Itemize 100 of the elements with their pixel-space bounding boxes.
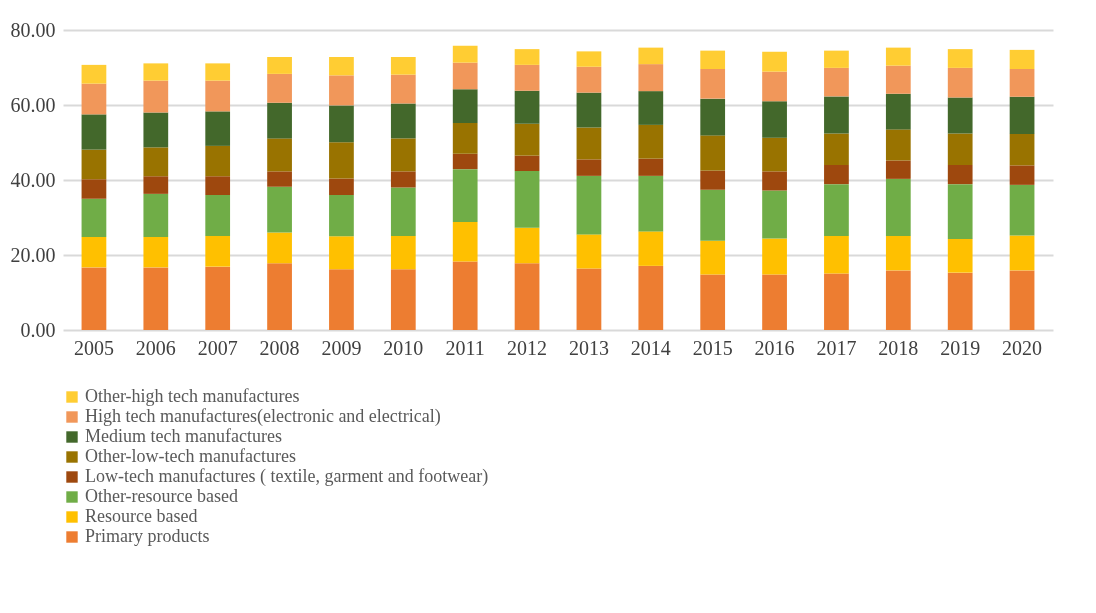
bar xyxy=(947,272,973,330)
bar xyxy=(947,238,973,273)
bar xyxy=(205,145,231,177)
bar xyxy=(81,149,107,180)
bar xyxy=(824,96,849,134)
bar xyxy=(1009,235,1035,271)
bar xyxy=(576,51,602,67)
bar xyxy=(205,176,231,195)
bar xyxy=(638,124,664,159)
bar xyxy=(81,198,107,237)
bar xyxy=(638,91,664,125)
bar xyxy=(452,45,478,63)
bar xyxy=(452,123,478,154)
bar xyxy=(638,175,664,232)
bar xyxy=(1009,96,1035,134)
bar xyxy=(700,98,726,136)
bar xyxy=(1009,49,1035,69)
legend-label: Resource based xyxy=(85,506,198,526)
x-tick-label: 2008 xyxy=(259,336,300,359)
bar xyxy=(514,171,540,228)
bar xyxy=(452,169,478,222)
bar xyxy=(947,184,973,239)
y-tick-label: 20.00 xyxy=(10,243,56,266)
bar xyxy=(638,158,664,176)
bar xyxy=(329,142,354,179)
bar xyxy=(514,123,540,156)
bar xyxy=(267,232,292,264)
bar xyxy=(1009,69,1035,97)
bar xyxy=(762,238,787,275)
bar xyxy=(143,80,169,113)
x-tick-label: 2009 xyxy=(321,336,362,359)
bar xyxy=(762,137,787,172)
bar xyxy=(329,105,354,143)
bar xyxy=(576,159,602,176)
bar xyxy=(143,176,169,194)
bar xyxy=(267,138,292,172)
x-tick-label: 2013 xyxy=(568,336,609,359)
bar xyxy=(700,69,726,99)
bar xyxy=(390,171,416,188)
bar xyxy=(390,74,416,104)
bar xyxy=(700,50,726,69)
bar xyxy=(267,171,292,187)
x-tick-label: 2012 xyxy=(507,336,548,359)
bar xyxy=(824,235,849,274)
y-tick-label: 0.00 xyxy=(20,318,56,341)
legend-label: High tech manufactures(electronic and electrical) xyxy=(85,406,441,427)
bar xyxy=(1009,133,1035,166)
bar xyxy=(329,236,354,270)
bar xyxy=(885,65,911,94)
bar xyxy=(576,66,602,93)
x-tick-label: 2016 xyxy=(754,336,795,359)
bar xyxy=(947,97,973,134)
bar xyxy=(143,112,169,148)
bar xyxy=(700,189,726,241)
bar xyxy=(885,47,911,66)
y-tick-label: 60.00 xyxy=(10,93,56,116)
bar xyxy=(762,51,787,72)
bar xyxy=(947,133,973,165)
y-tick-label: 80.00 xyxy=(10,18,56,41)
bar xyxy=(885,129,911,161)
bar xyxy=(638,265,664,330)
legend-label: Low-tech manufactures ( textile, garment and footwear) xyxy=(85,466,489,487)
bar xyxy=(700,170,726,190)
bar xyxy=(947,49,973,68)
x-tick-label: 2015 xyxy=(692,336,733,359)
x-tick-label: 2014 xyxy=(630,336,671,359)
bar xyxy=(143,193,169,237)
bar xyxy=(81,83,107,115)
x-tick-label: 2005 xyxy=(73,336,114,359)
bar xyxy=(514,227,540,264)
bar xyxy=(452,222,478,262)
bar xyxy=(267,57,292,74)
bar xyxy=(205,80,231,112)
bar xyxy=(81,237,107,268)
bar xyxy=(1009,270,1035,330)
bar xyxy=(390,138,416,172)
legend-label: Other-low-tech manufactures xyxy=(85,446,297,466)
bar xyxy=(81,267,107,330)
bar xyxy=(143,237,169,268)
bar xyxy=(700,240,726,275)
bar xyxy=(205,63,231,81)
bar xyxy=(700,274,726,330)
bar xyxy=(390,187,416,236)
bar xyxy=(205,235,231,267)
bar xyxy=(824,184,849,236)
bar xyxy=(947,67,973,98)
bar xyxy=(514,263,540,330)
bar xyxy=(638,47,664,65)
bar xyxy=(885,160,911,179)
y-tick-label: 40.00 xyxy=(10,168,56,191)
legend-label: Medium tech manufactures xyxy=(85,426,282,446)
x-tick-label: 2010 xyxy=(383,336,424,359)
bar xyxy=(452,89,478,123)
legend-label: Other-resource based xyxy=(85,486,239,506)
bar xyxy=(1009,165,1035,185)
bar xyxy=(762,101,787,138)
bar xyxy=(267,73,292,103)
bar xyxy=(824,273,849,330)
x-tick-label: 2006 xyxy=(135,336,176,359)
bar xyxy=(452,62,478,90)
